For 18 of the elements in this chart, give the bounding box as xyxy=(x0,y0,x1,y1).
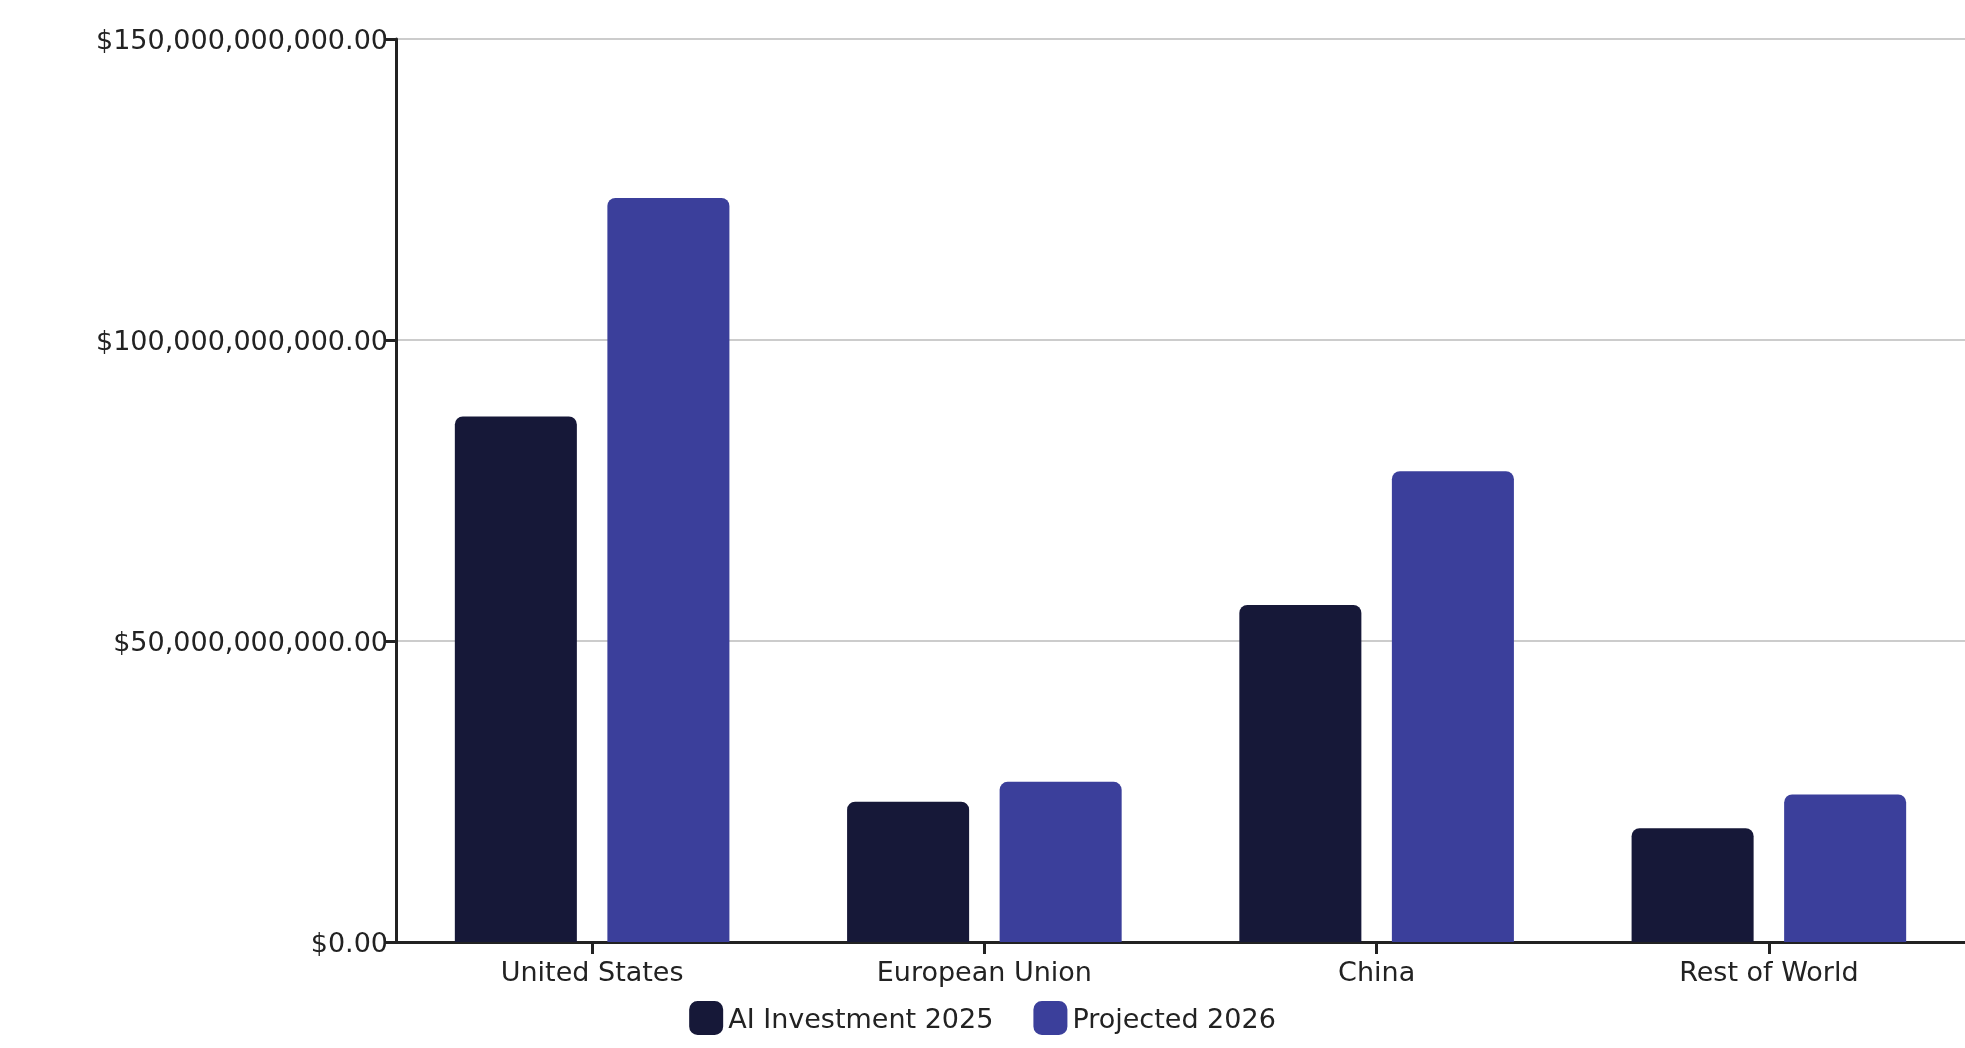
bar xyxy=(1784,794,1907,942)
bar xyxy=(454,416,577,942)
y-tick-label: $100,000,000,000.00 xyxy=(95,324,388,356)
x-tick-label: European Union xyxy=(876,956,1092,987)
x-tick-label: Rest of World xyxy=(1679,956,1859,987)
bar xyxy=(607,197,730,942)
bar xyxy=(1239,604,1362,942)
y-tick-label: $150,000,000,000.00 xyxy=(95,23,388,55)
legend-label: AI Investment 2025 xyxy=(728,1002,994,1034)
bar xyxy=(1631,828,1754,942)
y-tick-label: $0.00 xyxy=(310,926,388,958)
y-tick-label: $50,000,000,000.00 xyxy=(113,625,388,657)
bar xyxy=(999,781,1122,942)
bar xyxy=(847,801,970,942)
bar xyxy=(1391,471,1514,942)
x-tick-label: United States xyxy=(500,956,684,987)
x-tick-label: China xyxy=(1338,956,1416,987)
legend-label: Projected 2026 xyxy=(1072,1002,1276,1034)
